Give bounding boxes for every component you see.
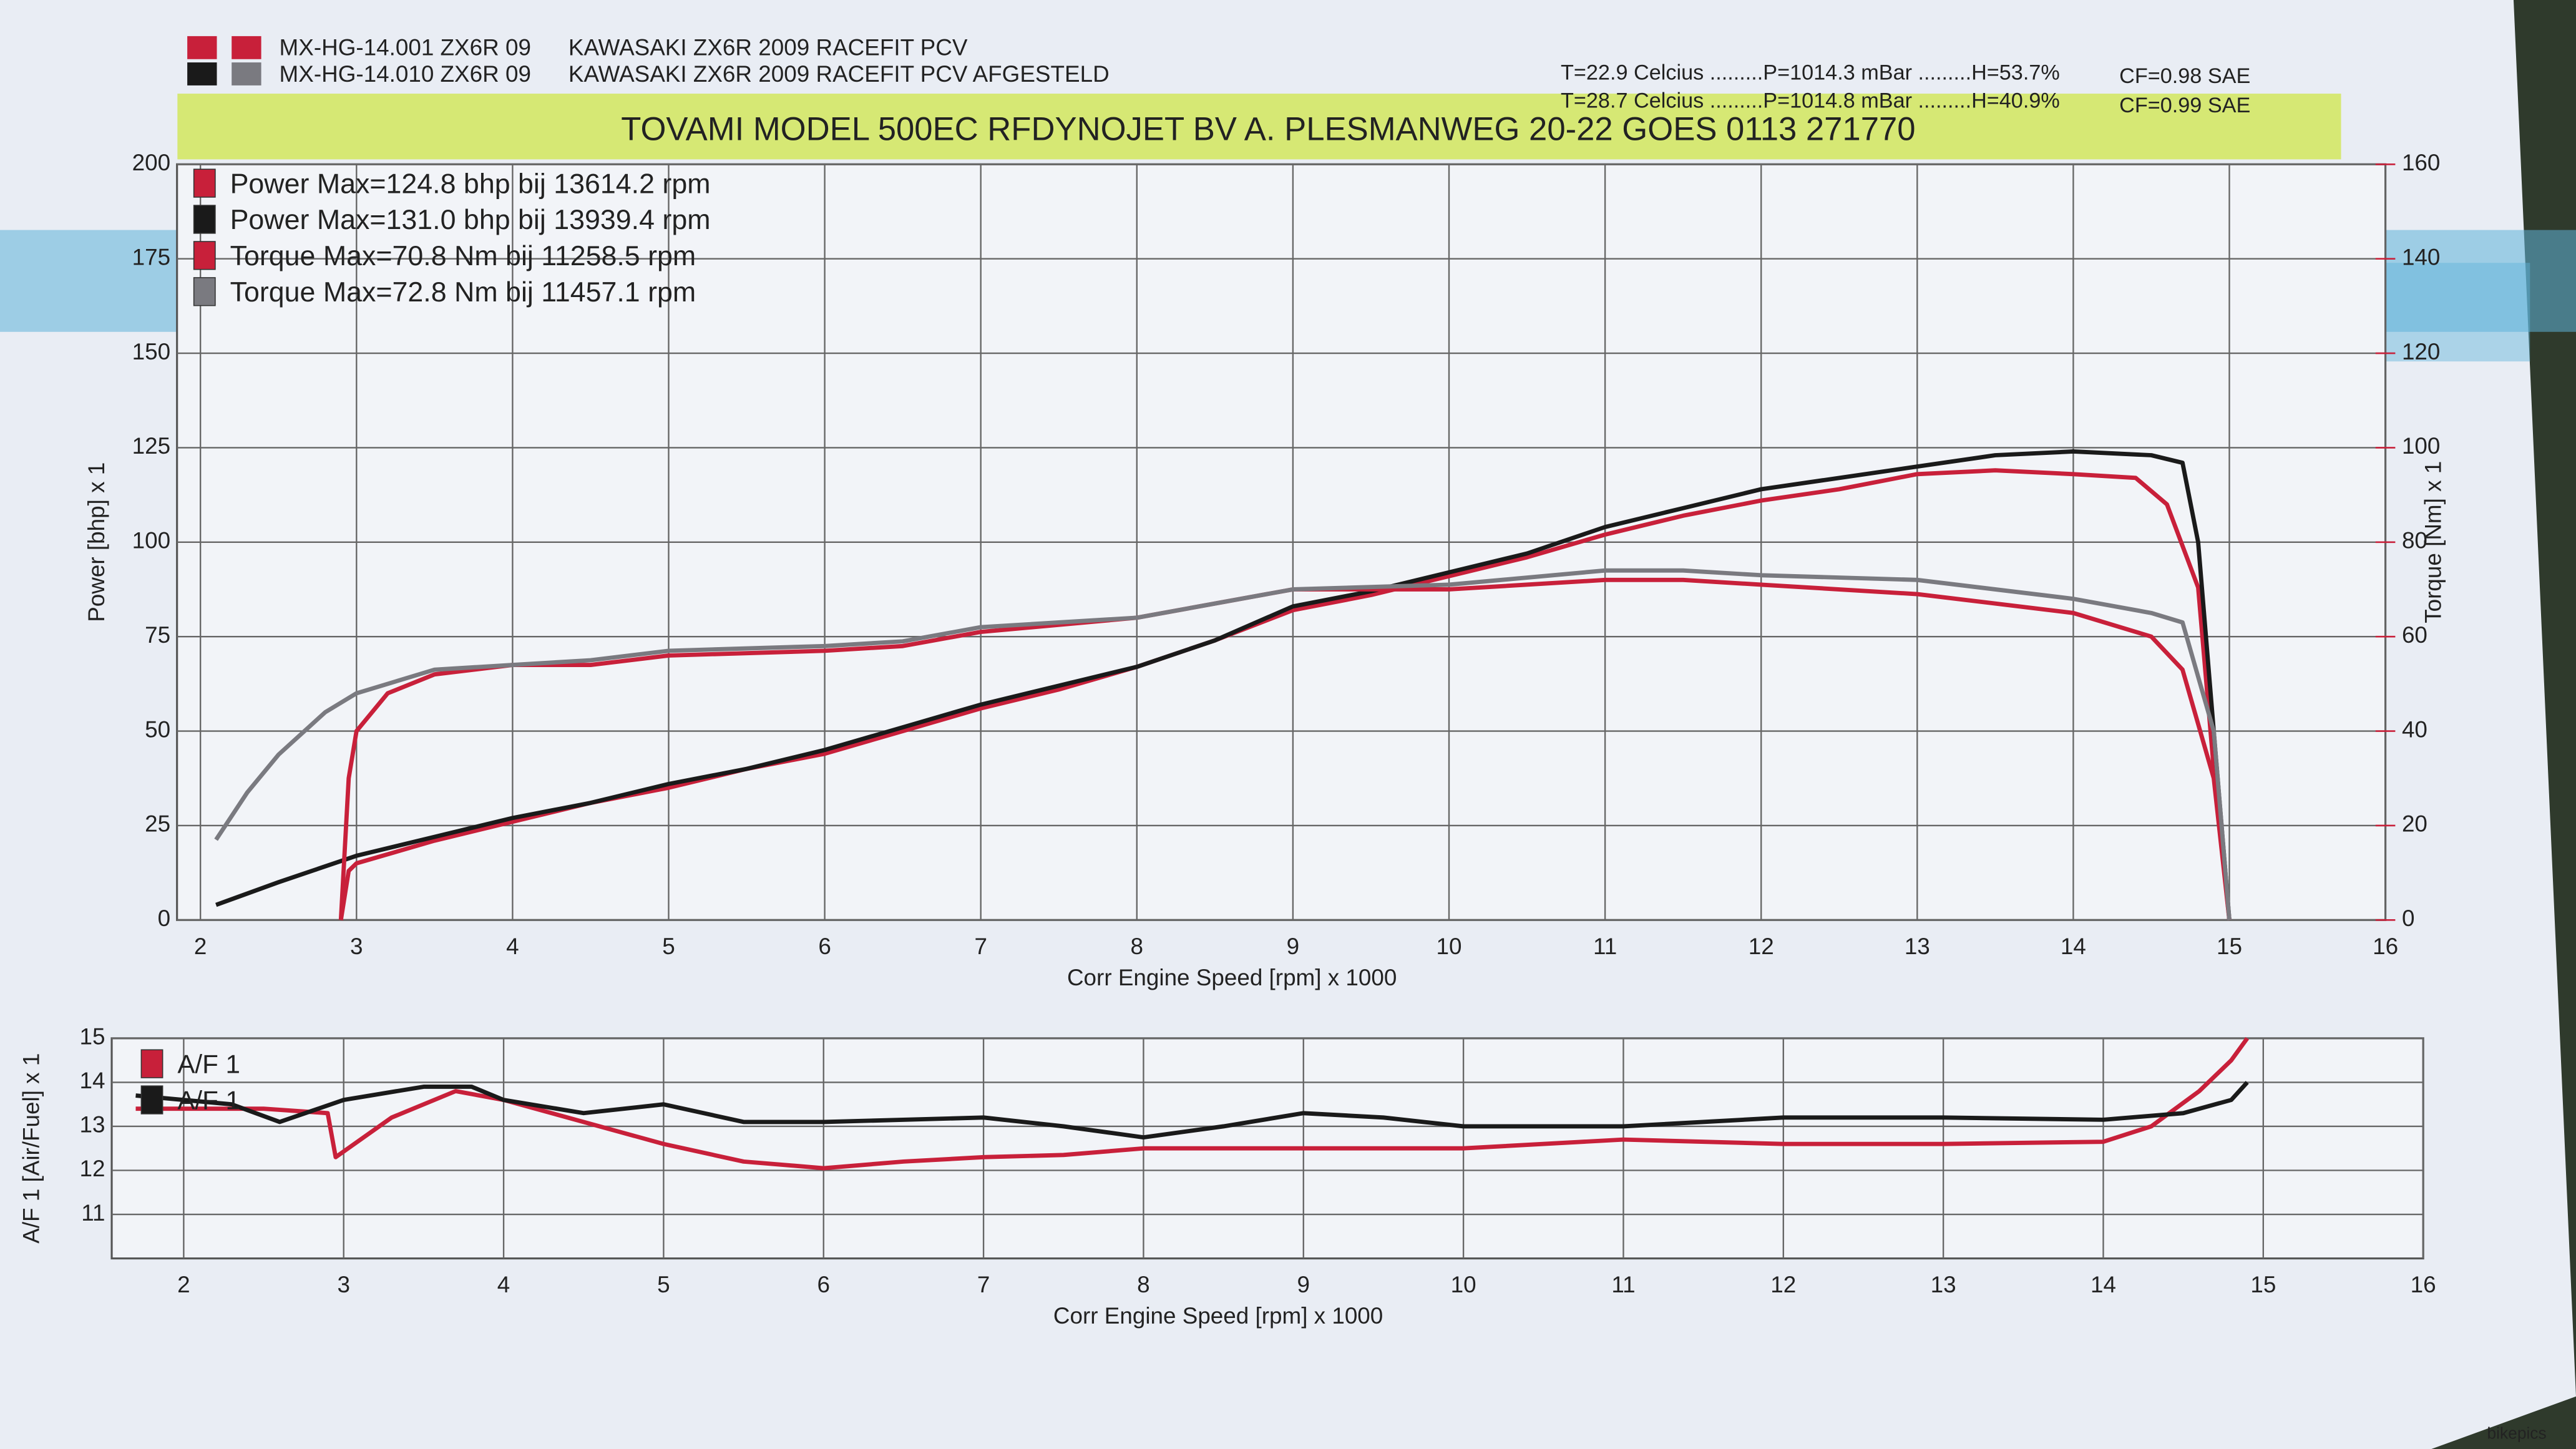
x-tick-label: 16: [2373, 934, 2398, 959]
correction-factor: CF=0.99 SAE: [2119, 94, 2250, 117]
legend-label: Torque Max=70.8 Nm bij 11258.5 rpm: [230, 240, 696, 271]
run-id: MX-HG-14.001 ZX6R 09: [280, 35, 531, 61]
y-tick-label: 13: [80, 1112, 105, 1138]
y-tick-label: 0: [158, 905, 171, 931]
x-tick-label: 12: [1770, 1272, 1796, 1297]
x-tick-label: 10: [1437, 934, 1462, 959]
x-tick-label: 15: [2217, 934, 2242, 959]
x-tick-label: 11: [1611, 1272, 1635, 1297]
y-tick-label: 75: [145, 622, 170, 648]
legend-label: A/F 1: [177, 1086, 240, 1115]
x-tick-label: 2: [177, 1272, 190, 1297]
legend-label: A/F 1: [177, 1050, 240, 1079]
x-tick-label: 15: [2250, 1272, 2276, 1297]
x-tick-label: 6: [817, 1272, 830, 1297]
y2-tick-label: 60: [2402, 622, 2427, 648]
x-tick-label: 6: [818, 934, 831, 959]
conditions: T=28.7 Celcius .........P=1014.8 mBar ..…: [1561, 89, 2060, 112]
legend-swatch: [140, 1085, 163, 1115]
y-tick-label: 150: [132, 339, 170, 364]
y-tick-label: 11: [81, 1200, 105, 1226]
y-tick-label: 125: [132, 433, 170, 459]
x-tick-label: 7: [974, 934, 987, 959]
run-id: MX-HG-14.010 ZX6R 09: [280, 61, 531, 87]
y-tick-label: 15: [80, 1024, 105, 1050]
x-tick-label: 8: [1137, 1272, 1149, 1297]
y2-tick-label: 40: [2402, 716, 2427, 742]
x-tick-label: 14: [2061, 934, 2086, 959]
x-tick-label: 8: [1131, 934, 1143, 959]
series-line: [135, 1037, 2249, 1171]
y-tick-label: 14: [80, 1068, 105, 1093]
y-axis-label: Power [bhp] x 1: [84, 462, 109, 622]
x-tick-label: 13: [1905, 934, 1930, 959]
x-tick-label: 2: [194, 934, 207, 959]
run-swatch: [187, 36, 217, 59]
x-tick-label: 4: [497, 1272, 510, 1297]
x-tick-label: 3: [337, 1272, 350, 1297]
y-tick-label: 50: [145, 716, 170, 742]
x-tick-label: 9: [1297, 1272, 1310, 1297]
watermark: bikepics: [2487, 1423, 2547, 1442]
run-swatch: [232, 36, 261, 59]
series-line: [214, 568, 2232, 920]
run-swatch: [232, 62, 261, 85]
y2-tick-label: 100: [2402, 433, 2440, 459]
run-description: KAWASAKI ZX6R 2009 RACEFIT PCV AFGESTELD: [568, 61, 1110, 87]
legend-label: Power Max=131.0 bhp bij 13939.4 rpm: [230, 204, 711, 235]
y2-tick-label: 0: [2402, 905, 2415, 931]
x-tick-label: 14: [2091, 1272, 2116, 1297]
legend-label: Power Max=124.8 bhp bij 13614.2 rpm: [230, 168, 711, 199]
y-tick-label: 100: [132, 528, 170, 554]
x-tick-label: 3: [350, 934, 363, 959]
run-description: KAWASAKI ZX6R 2009 RACEFIT PCV: [568, 35, 968, 61]
legend-swatch: [193, 277, 216, 306]
title-bar: [177, 94, 2341, 160]
x-tick-label: 4: [506, 934, 519, 959]
y2-tick-label: 20: [2402, 811, 2427, 837]
y-axis-label: A/F 1 [Air/Fuel] x 1: [18, 1053, 44, 1244]
legend-swatch: [193, 168, 216, 198]
title: TOVAMI MODEL 500EC RFDYNOJET BV A. PLESM…: [621, 111, 1915, 148]
y2-tick-label: 140: [2402, 244, 2440, 270]
x-tick-label: 5: [662, 934, 675, 959]
y2-tick-label: 80: [2402, 528, 2427, 554]
y2-tick-label: 120: [2402, 339, 2440, 364]
y2-tick-label: 160: [2402, 150, 2440, 175]
x-tick-label: 9: [1287, 934, 1300, 959]
correction-factor: CF=0.98 SAE: [2119, 64, 2250, 88]
run-swatch: [187, 62, 217, 85]
x-tick-label: 11: [1593, 934, 1617, 959]
x-tick-label: 5: [657, 1272, 670, 1297]
x-tick-label: 13: [1931, 1272, 1956, 1297]
x-tick-label: 10: [1451, 1272, 1476, 1297]
series-line: [215, 449, 2232, 920]
x-axis-label: Corr Engine Speed [rpm] x 1000: [1053, 1303, 1383, 1329]
y2-axis-label: Torque [Nm] x 1: [2420, 461, 2446, 623]
conditions: T=22.9 Celcius .........P=1014.3 mBar ..…: [1561, 61, 2060, 85]
y-tick-label: 200: [132, 150, 170, 175]
legend-label: Torque Max=72.8 Nm bij 11457.1 rpm: [230, 276, 696, 308]
x-axis-label: Corr Engine Speed [rpm] x 1000: [1067, 965, 1397, 990]
x-tick-label: 16: [2411, 1272, 2436, 1297]
y-tick-label: 175: [132, 244, 170, 270]
x-tick-label: 7: [977, 1272, 990, 1297]
series-line: [135, 1081, 2249, 1140]
y-tick-label: 12: [80, 1156, 105, 1181]
legend-swatch: [140, 1049, 163, 1078]
y-tick-label: 25: [145, 811, 170, 837]
x-tick-label: 12: [1749, 934, 1774, 959]
legend-swatch: [193, 241, 216, 270]
legend-swatch: [193, 205, 216, 234]
